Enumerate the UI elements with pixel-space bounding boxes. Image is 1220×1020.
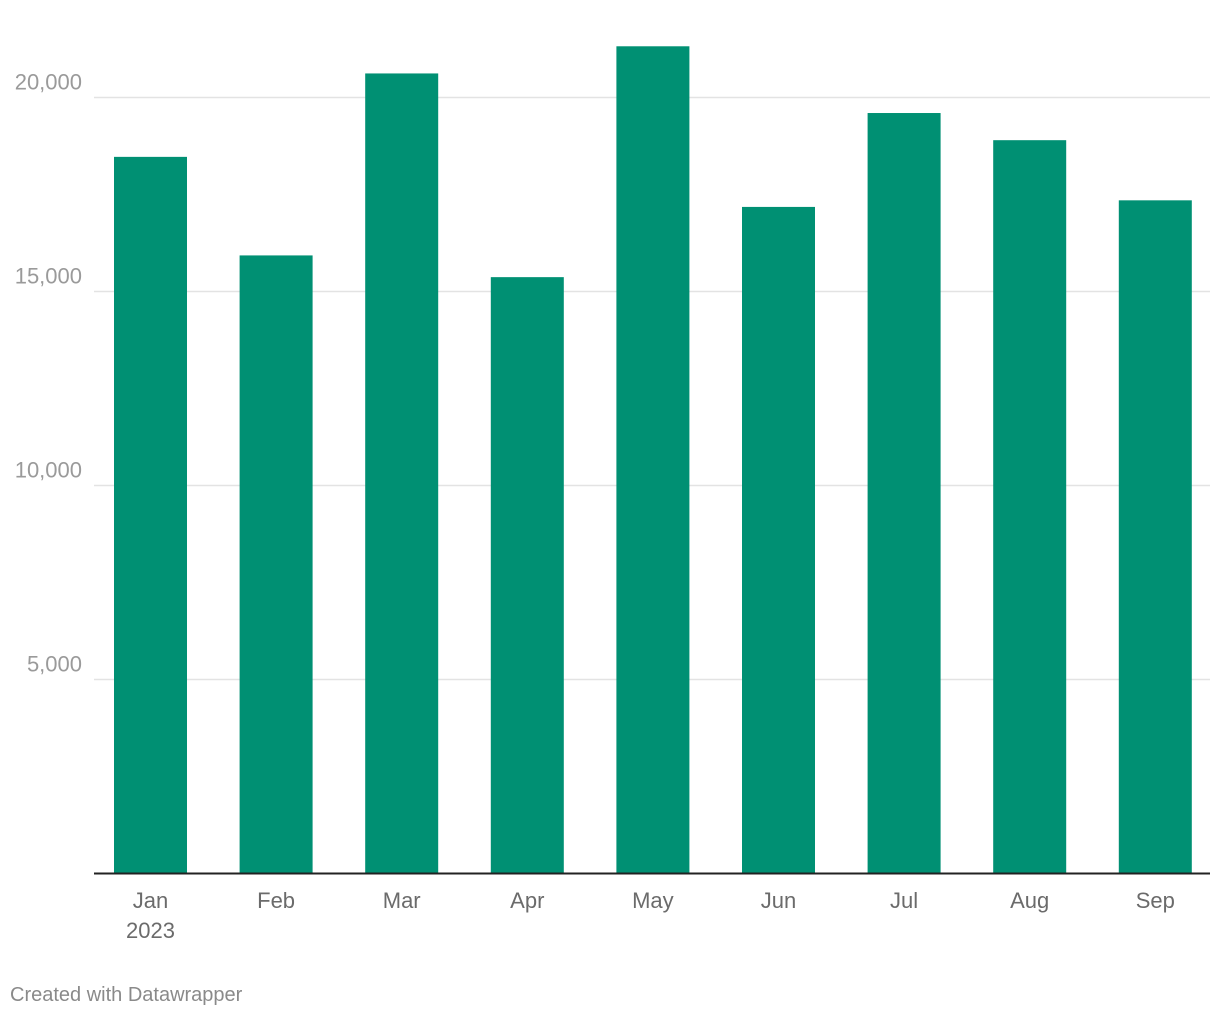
bar-feb [239, 255, 313, 874]
y-tick-label: 20,000 [15, 70, 82, 95]
bar-jun [742, 206, 815, 874]
bar-jul [867, 113, 941, 874]
bar-may [616, 46, 690, 874]
x-axis-labels: Jan 2023 Feb Mar Apr May Jun Jul Aug Sep [126, 888, 1175, 943]
x-tick-label: Sep [1136, 888, 1175, 913]
footer-credit: Created with Datawrapper [10, 984, 243, 1006]
x-tick-label: Mar [383, 888, 421, 913]
x-tick-label: Jun [761, 888, 796, 913]
x-tick-label: Jul [890, 888, 918, 913]
bar-jan [114, 156, 187, 874]
x-tick-label: Feb [257, 888, 295, 913]
x-tick-label: Jan [133, 888, 168, 913]
x-tick-label: Aug [1010, 888, 1049, 913]
x-tick-label: Apr [510, 888, 544, 913]
y-tick-label: 15,000 [15, 264, 82, 289]
bars [114, 46, 1192, 874]
y-axis-labels: 5,000 10,000 15,000 20,000 [15, 70, 82, 677]
y-tick-label: 5,000 [27, 652, 82, 677]
bar-mar [365, 73, 439, 874]
bar-apr [490, 277, 564, 874]
x-tick-label: May [632, 888, 674, 913]
y-tick-label: 10,000 [15, 458, 82, 483]
bar-aug [993, 140, 1067, 874]
bar-sep [1118, 200, 1192, 874]
x-tick-sublabel: 2023 [126, 918, 175, 943]
bar-chart: 5,000 10,000 15,000 20,000 Jan 2023 Feb Mar Apr… [15, 46, 1210, 943]
